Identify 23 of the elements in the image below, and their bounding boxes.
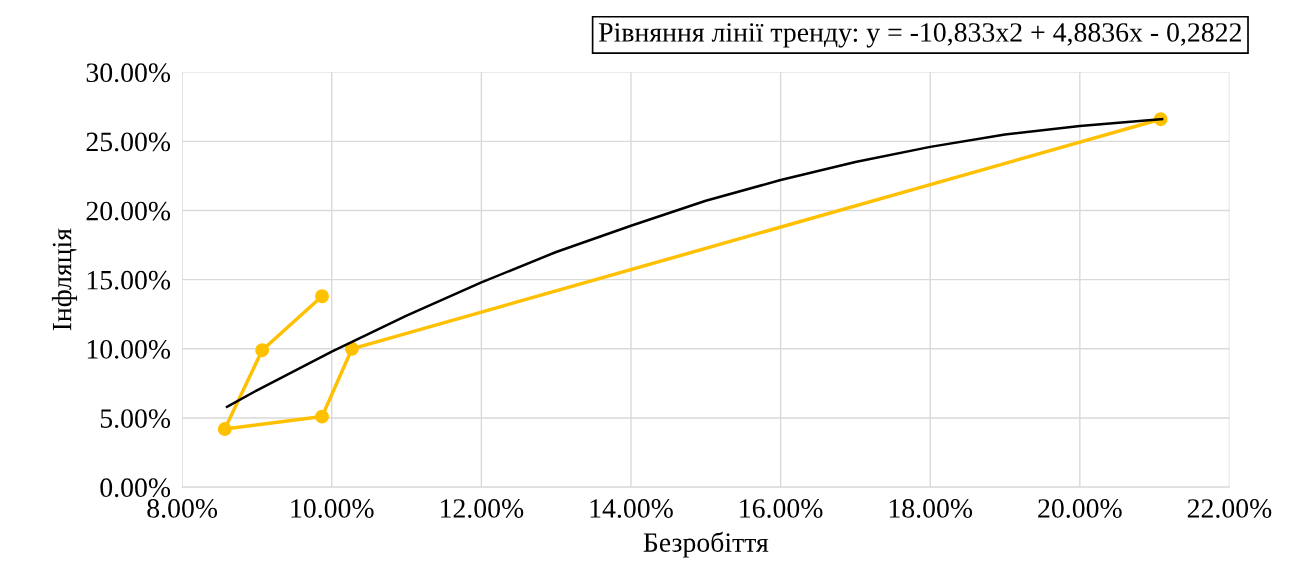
y-tick-label: 30.00% — [86, 63, 171, 83]
x-axis-title: Безробіття — [643, 531, 769, 558]
point — [255, 343, 270, 358]
y-tick-label: 5.00% — [100, 409, 171, 429]
y-axis-title: Інфляція — [51, 228, 78, 331]
point — [315, 289, 329, 304]
x-tick-label: 14.00% — [590, 499, 673, 518]
x-tick-label: 10.00% — [291, 499, 374, 518]
y-tick-label: 10.00% — [87, 339, 171, 359]
x-tick-label: 8.00% — [147, 499, 218, 518]
y-tick-label: 0.00% — [100, 478, 171, 498]
x-tick-label: 12.00% — [440, 499, 524, 518]
x-tick-label: 20.00% — [1038, 499, 1122, 518]
y-tick-label: 20.00% — [86, 201, 171, 221]
point — [315, 409, 329, 424]
y-tick-label: 25.00% — [86, 132, 171, 152]
text: Рівняння лінії тренду: y = -10,833x2 + 4,8836x - 0,2822 — [598, 23, 1241, 48]
point — [217, 422, 232, 436]
y-tick-label: 15.00% — [87, 270, 171, 290]
x-tick-label: 18.00% — [889, 499, 973, 518]
x-tick-label: 22.00% — [1187, 499, 1272, 518]
point — [345, 341, 359, 356]
x-tick-label: 16.00% — [740, 499, 823, 518]
